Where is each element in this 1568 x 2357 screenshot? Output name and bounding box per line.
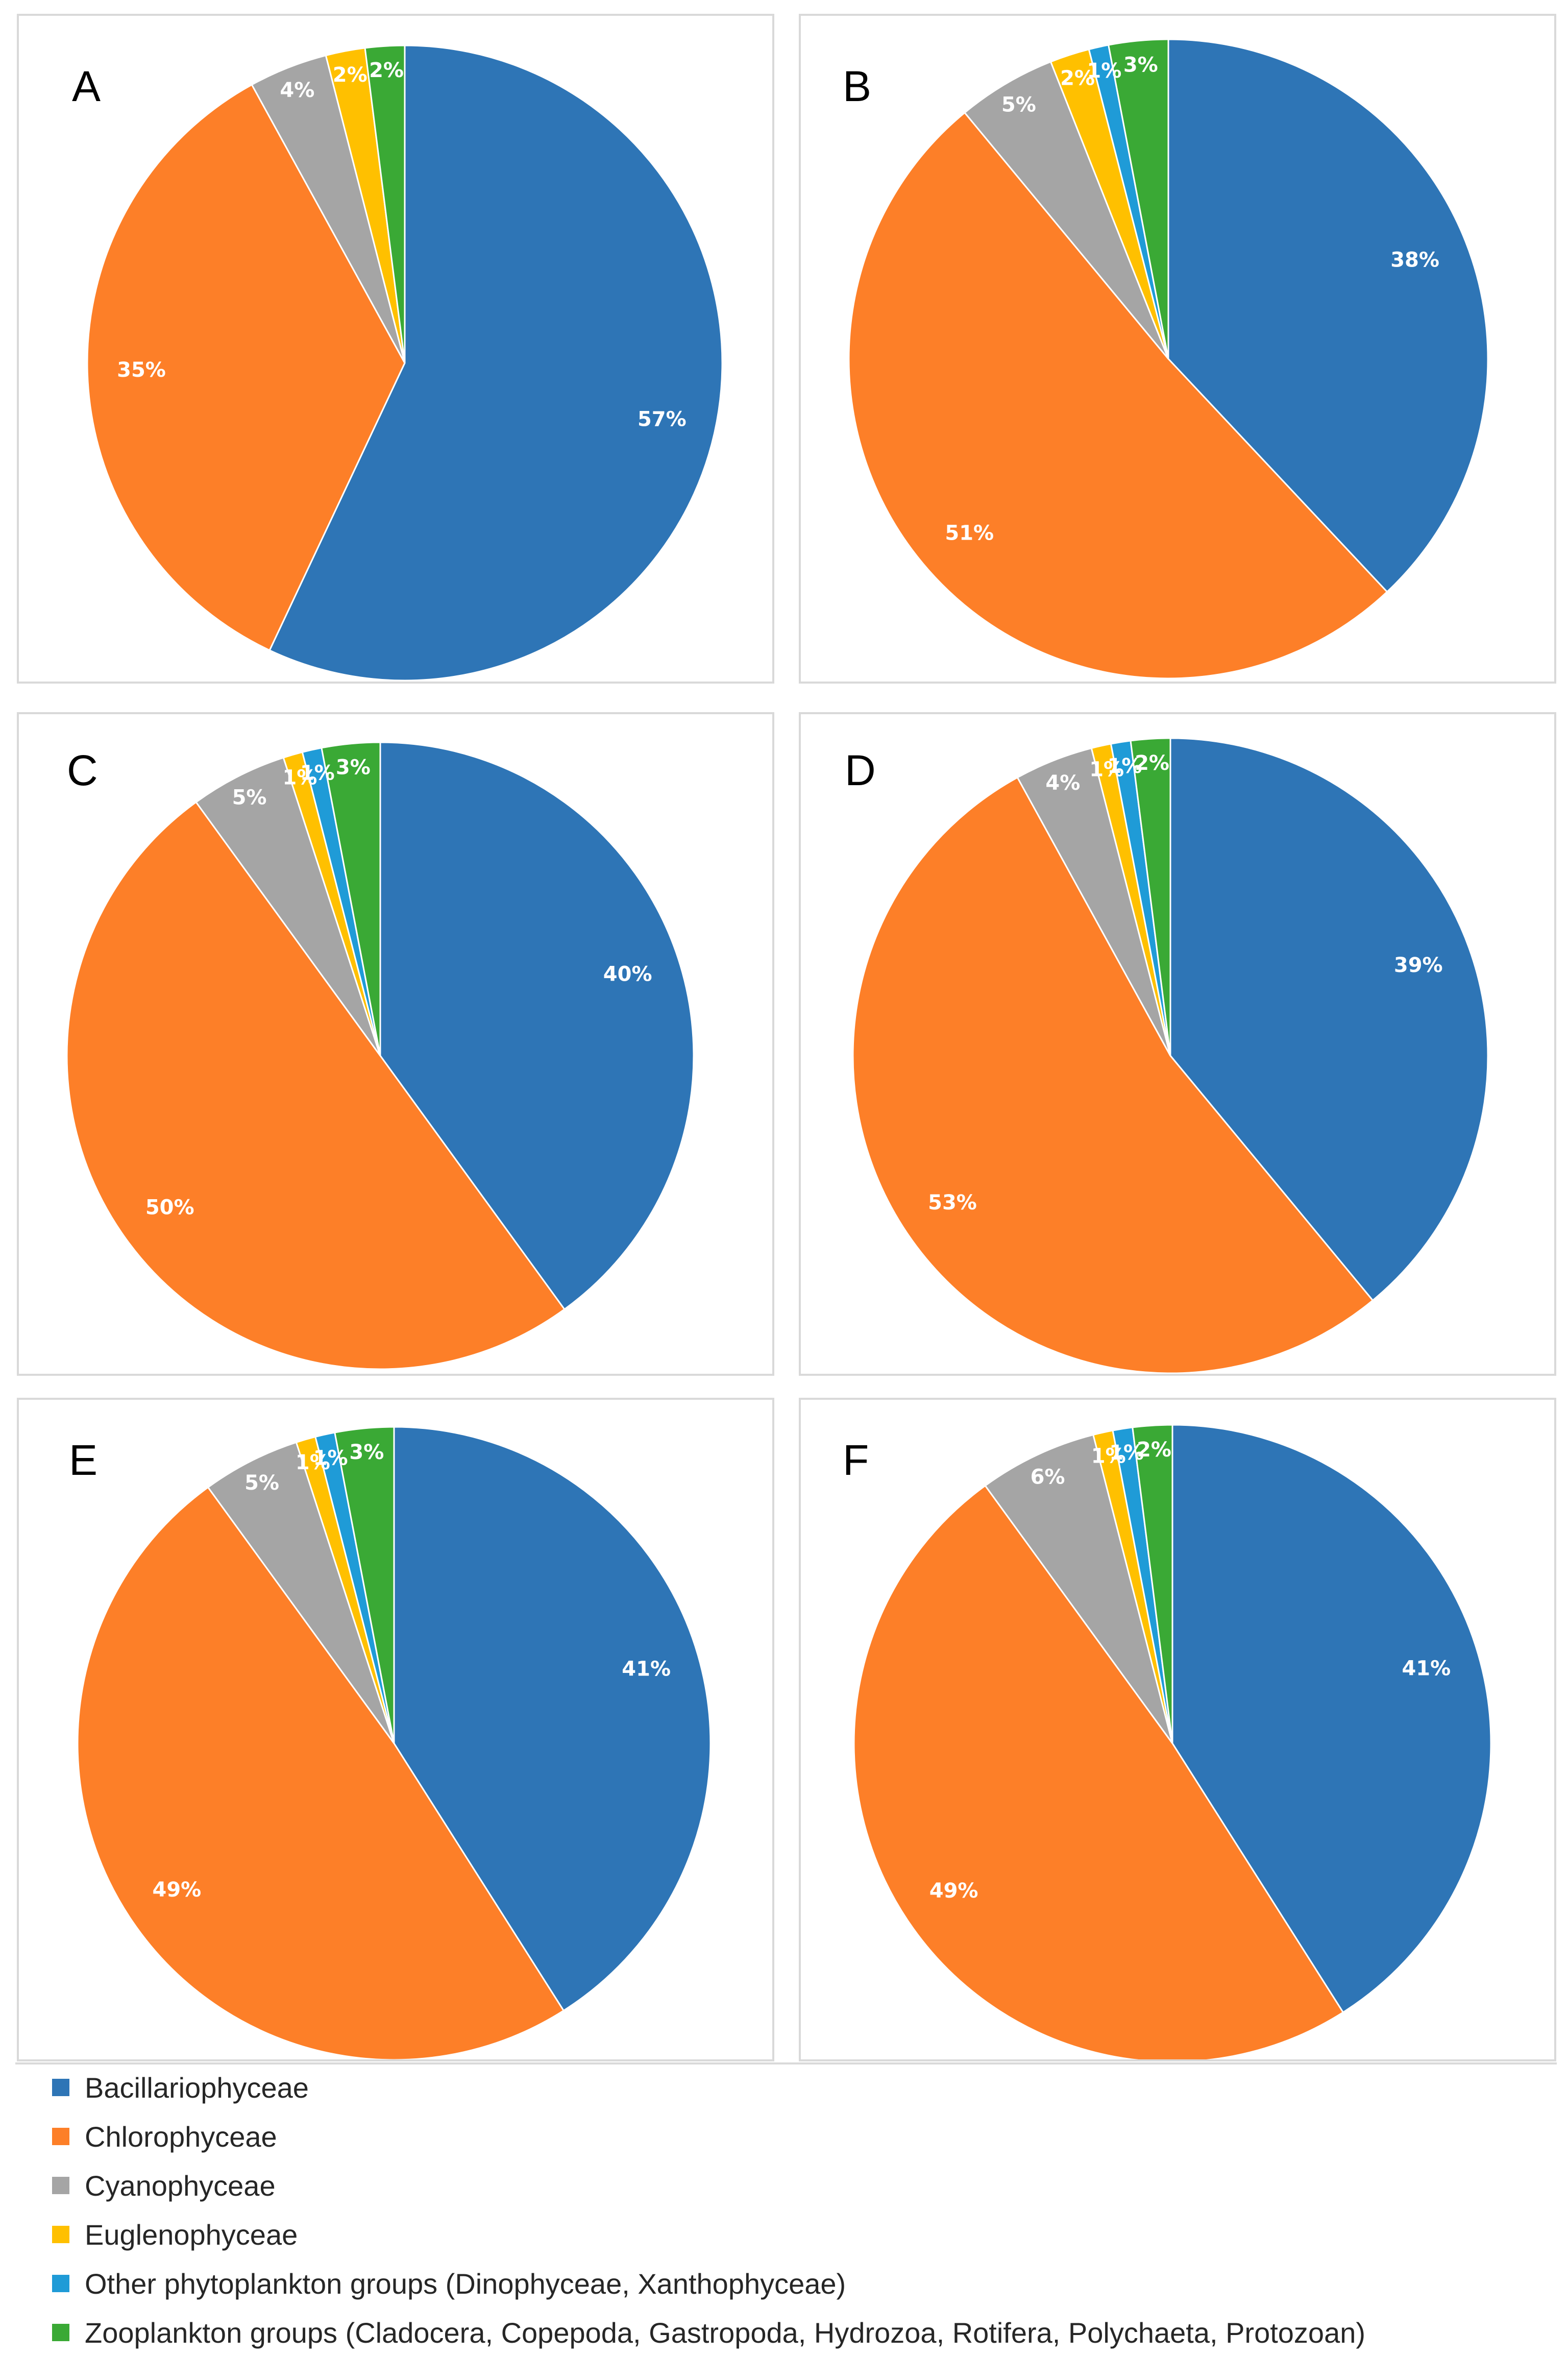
pie-slice-bacillariophyceae <box>1167 38 1489 593</box>
pie-slice-bacillariophyceae <box>1171 1424 1492 2013</box>
panel-letter-f: F <box>843 1436 869 1484</box>
slice-label-euglenophyceae: 2% <box>333 63 368 87</box>
slice-label-euglenophyceae: 1% <box>1091 1445 1126 1468</box>
pie-slice-zooplankton <box>1130 737 1171 1056</box>
pie-slice-cyanophyceae <box>195 757 381 1056</box>
slice-label-bacillariophyceae: 40% <box>603 963 652 986</box>
pie-slice-cyanophyceae <box>963 61 1169 359</box>
slice-label-chlorophyceae: 35% <box>117 358 166 382</box>
legend-swatch <box>52 2275 69 2292</box>
slice-label-zooplankton: 3% <box>1123 54 1158 77</box>
pie-slice-chlorophyceae <box>853 1485 1344 2059</box>
pie-slice-chlorophyceae <box>77 1486 565 2059</box>
slice-label-bacillariophyceae: 38% <box>1390 249 1439 272</box>
slice-label-other: 1% <box>1108 755 1142 778</box>
pie-slice-cyanophyceae <box>984 1433 1173 1744</box>
slice-label-bacillariophyceae: 39% <box>1394 954 1443 977</box>
slice-label-zooplankton: 2% <box>1137 1438 1171 1462</box>
slice-label-zooplankton: 3% <box>336 756 371 780</box>
pie-chart-b: 38% 51% 5% 2%1% 3% <box>848 38 1489 679</box>
panel-letter-a: A <box>72 62 101 110</box>
slice-label-euglenophyceae: 1% <box>296 1451 330 1474</box>
pie-chart-c: 40%50%5%1%1% 3% <box>66 741 695 1370</box>
pie-slice-zooplankton <box>364 44 406 363</box>
legend-swatch <box>52 2324 69 2341</box>
legend-item-other-phytoplankton: Other phytoplankton groups (Dinophyceae,… <box>52 2261 846 2306</box>
pie-slice-zooplankton <box>321 741 381 1056</box>
pie-panel-e: E 41% 49% 5% 1% 1% 3% <box>17 1398 774 2061</box>
legend-label: Chlorophyceae <box>85 2120 277 2153</box>
pie-slice-bacillariophyceae <box>268 44 723 682</box>
slice-label-chlorophyceae: 51% <box>945 522 994 545</box>
legend-label: Euglenophyceae <box>85 2218 298 2251</box>
legend-swatch <box>52 2128 69 2145</box>
slice-label-zooplankton: 3% <box>349 1441 384 1464</box>
legend-item-euglenophyceae: Euglenophyceae <box>52 2212 298 2257</box>
legend-label: Zooplankton groups (Cladocera, Copepoda,… <box>85 2316 1366 2349</box>
slice-label-euglenophyceae: 1% <box>282 766 317 790</box>
pie-chart-f: 41%49%6%1%1%2% <box>853 1424 1492 2059</box>
pie-chart-a: 57% 35% 4% 2% 2% <box>86 44 723 682</box>
legend-swatch <box>52 2079 69 2096</box>
slice-label-cyanophyceae: 4% <box>1045 771 1080 795</box>
legend-label: Other phytoplankton groups (Dinophyceae,… <box>85 2267 846 2300</box>
slice-label-zooplankton: 2% <box>369 59 404 82</box>
panel-letter-c: C <box>67 746 98 794</box>
slice-label-chlorophyceae: 50% <box>145 1196 194 1220</box>
pie-slice-zooplankton <box>334 1426 395 1744</box>
pie-panel-b: B 38% 51% 5% 2% 1% 3% <box>799 14 1556 684</box>
slice-label-chlorophyceae: 53% <box>928 1191 977 1214</box>
pie-slice-bacillariophyceae <box>1169 737 1489 1302</box>
slice-label-cyanophyceae: 4% <box>280 79 314 102</box>
pie-panel-c: C 40% 50% 5% 1% 1% 3% <box>17 712 774 1376</box>
slice-label-chlorophyceae: 49% <box>929 1879 978 1903</box>
slice-label-bacillariophyceae: 41% <box>622 1657 671 1681</box>
legend-swatch <box>52 2177 69 2194</box>
panel-letter-e: E <box>69 1436 98 1484</box>
slice-label-cyanophyceae: 5% <box>244 1471 279 1495</box>
pie-panel-f: F 41% 49% 6% 1% 1% 2% <box>799 1398 1556 2061</box>
pie-slice-chlorophyceae <box>86 83 406 651</box>
slice-label-bacillariophyceae: 41% <box>1402 1657 1451 1681</box>
legend-label: Bacillariophyceae <box>85 2071 309 2104</box>
pie-chart-e: 41%49%5%1%1% 3% <box>77 1426 712 2059</box>
pie-slice-cyanophyceae <box>207 1441 395 1744</box>
legend-swatch <box>52 2226 69 2243</box>
slice-label-chlorophyceae: 49% <box>153 1878 202 1902</box>
pie-panel-d: D 39% 53% 4% 1% 1% 2% <box>799 712 1556 1376</box>
pie-slice-chlorophyceae <box>852 776 1374 1374</box>
pie-slice-chlorophyceae <box>66 801 566 1370</box>
slice-label-cyanophyceae: 5% <box>1001 93 1036 116</box>
panel-letter-d: D <box>845 746 876 794</box>
pie-slice-bacillariophyceae <box>393 1426 712 2012</box>
pie-slice-bacillariophyceae <box>379 741 695 1310</box>
slice-label-other: 1% <box>1109 1441 1144 1465</box>
pie-slice-zooplankton <box>1107 38 1169 359</box>
pie-slice-chlorophyceae <box>848 111 1388 679</box>
legend-item-bacillariophyceae: Bacillariophyceae <box>52 2064 309 2110</box>
pie-chart-d: 39%53%4%1%1%2% <box>852 737 1489 1374</box>
slice-label-cyanophyceae: 5% <box>232 786 267 810</box>
slice-label-bacillariophyceae: 57% <box>638 408 687 431</box>
pie-panel-a: A 57% 35% 4% 2% 2% <box>17 14 774 684</box>
pie-slice-zooplankton <box>1132 1424 1173 1744</box>
legend-item-zooplankton: Zooplankton groups (Cladocera, Copepoda,… <box>52 2310 1365 2355</box>
slice-label-euglenophyceae: 1% <box>1089 758 1124 782</box>
slice-label-zooplankton: 2% <box>1135 751 1169 775</box>
slice-label-other: 1% <box>1087 59 1121 83</box>
legend: Bacillariophyceae Chlorophyceae Cyanophy… <box>15 2062 1557 2357</box>
legend-item-chlorophyceae: Chlorophyceae <box>52 2113 277 2159</box>
slice-label-other: 1% <box>300 762 335 785</box>
legend-item-cyanophyceae: Cyanophyceae <box>52 2162 276 2208</box>
slice-label-euglenophyceae: 2% <box>1060 66 1095 90</box>
slice-label-cyanophyceae: 6% <box>1031 1466 1065 1489</box>
slice-label-other: 1% <box>313 1446 348 1470</box>
panel-letter-b: B <box>843 62 872 110</box>
legend-label: Cyanophyceae <box>85 2169 276 2202</box>
